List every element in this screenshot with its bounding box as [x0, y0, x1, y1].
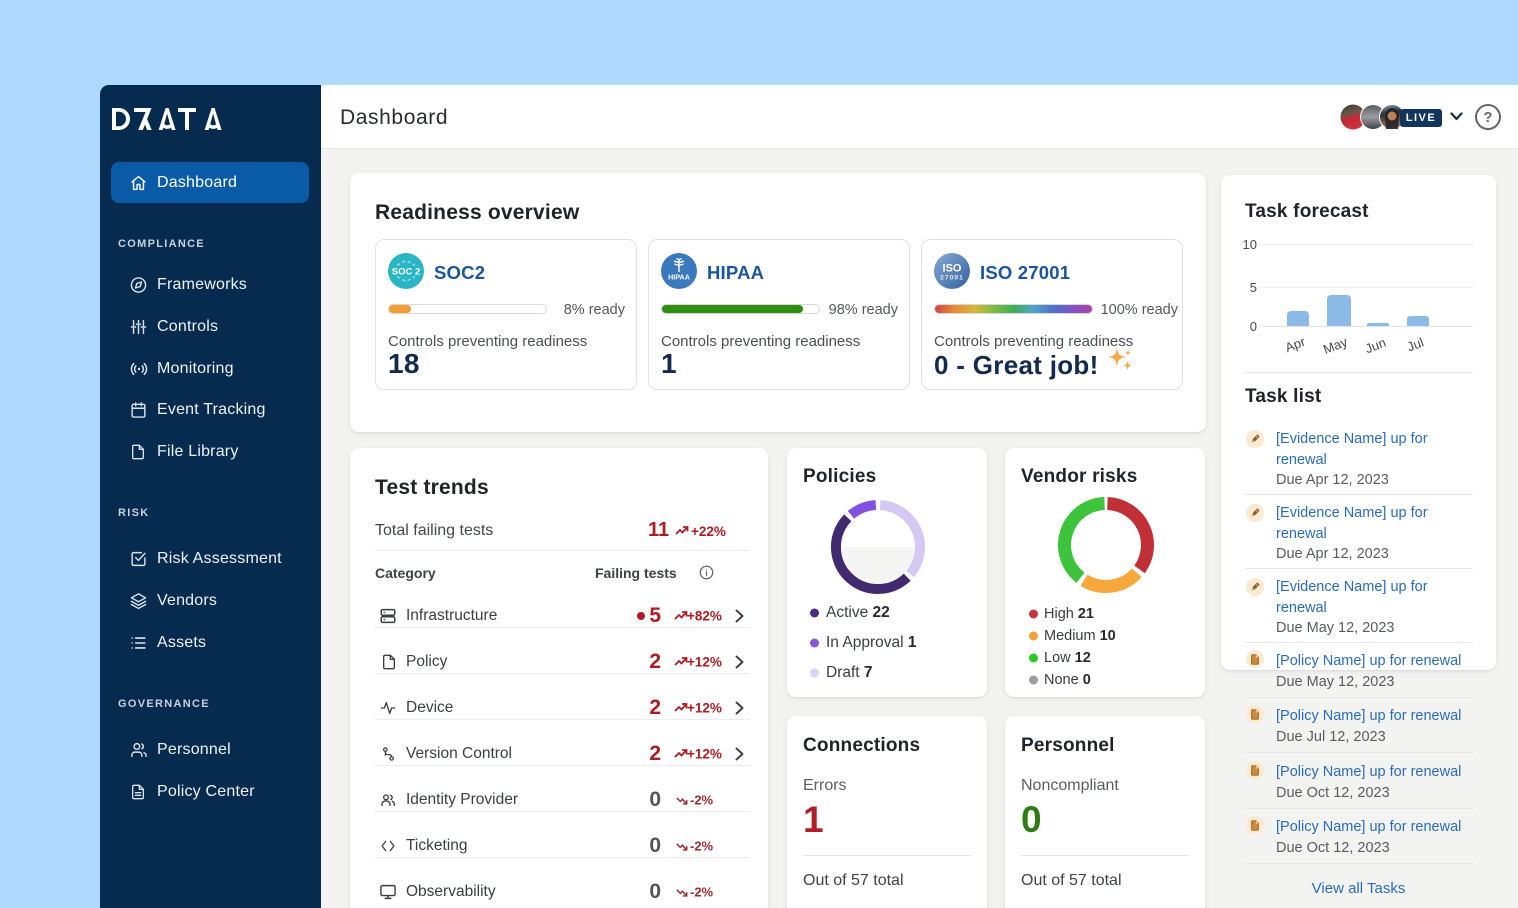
- svg-text:ISO: ISO: [943, 263, 962, 275]
- svg-text:27001: 27001: [940, 275, 964, 282]
- svg-text:HIPAA: HIPAA: [668, 273, 690, 282]
- svg-text:SOC 2: SOC 2: [392, 267, 421, 278]
